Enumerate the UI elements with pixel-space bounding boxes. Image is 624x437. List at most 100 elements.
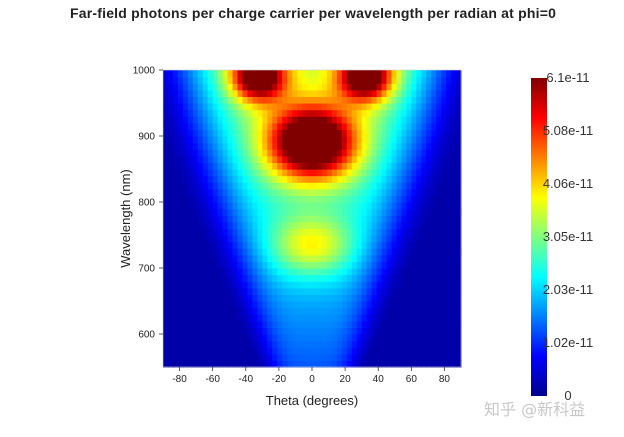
heatmap-cell	[172, 129, 179, 137]
heatmap-cell	[207, 169, 214, 177]
heatmap-cell	[277, 188, 283, 196]
heatmap-cell	[297, 149, 303, 157]
heatmap-cell	[237, 301, 244, 309]
heatmap-cell	[351, 195, 358, 203]
heatmap-cell	[336, 188, 343, 196]
heatmap-cell	[376, 70, 383, 78]
heatmap-cell	[163, 327, 169, 335]
heatmap-cell	[376, 76, 383, 84]
heatmap-cell	[411, 208, 417, 216]
colorbar-tick-label: 3.05e-11	[543, 229, 593, 244]
heatmap-cell	[366, 96, 373, 104]
heatmap-cell	[262, 294, 268, 302]
heatmap-cell	[386, 169, 393, 177]
heatmap-cell	[282, 89, 288, 97]
heatmap-cell	[187, 188, 194, 196]
heatmap-cell	[272, 149, 278, 157]
heatmap-cell	[297, 182, 303, 190]
heatmap-cell	[321, 195, 328, 203]
heatmap-cell	[376, 215, 383, 223]
heatmap-cell	[391, 175, 398, 183]
heatmap-cell	[292, 281, 298, 289]
heatmap-cell	[391, 254, 398, 262]
heatmap-cell	[386, 162, 393, 170]
heatmap-cell	[232, 301, 239, 309]
heatmap-cell	[361, 261, 368, 269]
heatmap-cell	[277, 175, 283, 183]
heatmap-cell	[307, 327, 313, 335]
heatmap-cell	[272, 268, 278, 276]
heatmap-cell	[312, 340, 318, 348]
heatmap-cell	[316, 149, 323, 157]
heatmap-cell	[431, 254, 437, 262]
heatmap-cell	[316, 175, 323, 183]
heatmap-cell	[401, 241, 407, 249]
heatmap-cell	[232, 221, 239, 229]
heatmap-cell	[331, 235, 338, 243]
heatmap-cell	[451, 162, 457, 170]
heatmap-cell	[182, 155, 189, 163]
heatmap-cell	[197, 175, 204, 183]
heatmap-cell	[396, 89, 402, 97]
heatmap-cell	[406, 96, 412, 104]
heatmap-cell	[456, 188, 462, 196]
heatmap-cell	[426, 109, 432, 117]
heatmap-cell	[326, 248, 333, 256]
heatmap-cell	[312, 261, 318, 269]
heatmap-cell	[187, 76, 194, 84]
heatmap-cell	[227, 169, 234, 177]
heatmap-cell	[312, 268, 318, 276]
heatmap-cell	[406, 169, 412, 177]
heatmap-cell	[237, 281, 244, 289]
heatmap-cell	[331, 116, 338, 124]
heatmap-cell	[267, 334, 273, 342]
heatmap-cell	[307, 261, 313, 269]
heatmap-cell	[426, 215, 432, 223]
heatmap-cell	[406, 116, 412, 124]
heatmap-cell	[336, 208, 343, 216]
heatmap-cell	[297, 136, 303, 144]
heatmap-cell	[426, 169, 432, 177]
heatmap-cell	[262, 175, 268, 183]
heatmap-cell	[396, 116, 402, 124]
heatmap-cell	[366, 254, 373, 262]
heatmap-cell	[406, 301, 412, 309]
heatmap-cell	[312, 241, 318, 249]
heatmap-cell	[446, 287, 452, 295]
heatmap-cell	[376, 129, 383, 137]
heatmap-cell	[247, 241, 253, 249]
heatmap-cell	[297, 109, 303, 117]
heatmap-cell	[316, 142, 323, 150]
heatmap-cell	[192, 70, 199, 78]
heatmap-cell	[331, 142, 338, 150]
heatmap-cell	[346, 215, 353, 223]
heatmap-cell	[366, 294, 373, 302]
heatmap-cell	[297, 287, 303, 295]
heatmap-cell	[451, 116, 457, 124]
heatmap-cell	[237, 221, 244, 229]
heatmap-cell	[441, 268, 447, 276]
heatmap-cell	[217, 294, 224, 302]
heatmap-cell	[356, 314, 363, 322]
heatmap-cell	[341, 340, 348, 348]
heatmap-cell	[262, 169, 268, 177]
heatmap-cell	[267, 122, 273, 130]
heatmap-cell	[282, 169, 288, 177]
heatmap-cell	[163, 70, 169, 78]
heatmap-cell	[396, 261, 402, 269]
heatmap-cell	[272, 122, 278, 130]
heatmap-cell	[371, 149, 378, 157]
heatmap-cell	[391, 235, 398, 243]
heatmap-cell	[267, 149, 273, 157]
heatmap-cell	[381, 320, 388, 328]
heatmap-cell	[287, 327, 293, 335]
heatmap-cell	[163, 182, 169, 190]
heatmap-cell	[232, 215, 239, 223]
heatmap-cell	[456, 360, 462, 368]
heatmap-cell	[177, 155, 184, 163]
heatmap-cell	[272, 360, 278, 368]
heatmap-cell	[416, 301, 422, 309]
heatmap-cell	[371, 287, 378, 295]
heatmap-cell	[217, 281, 224, 289]
heatmap-cell	[242, 307, 249, 315]
